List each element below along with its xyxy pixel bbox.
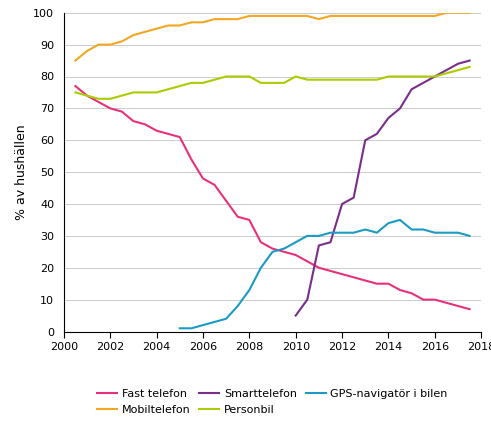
Y-axis label: % av hushällen: % av hushällen (15, 125, 27, 220)
Legend: Fast telefon, Mobiltelefon, Smarttelefon, Personbil, GPS-navigatör i bilen: Fast telefon, Mobiltelefon, Smarttelefon… (93, 385, 452, 419)
